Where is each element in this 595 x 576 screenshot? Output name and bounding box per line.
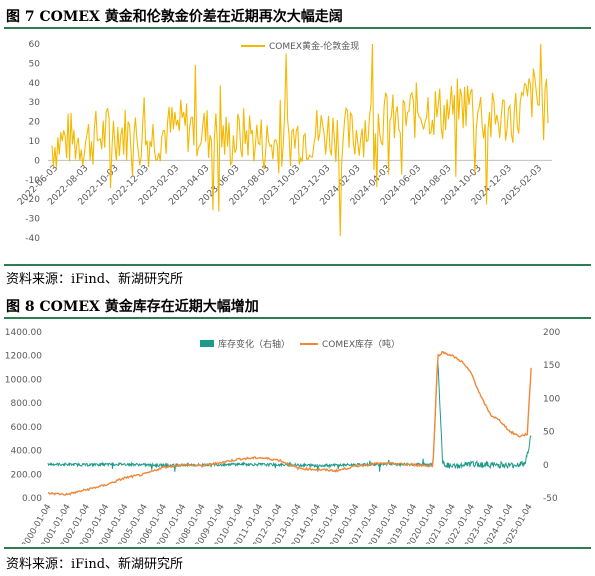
figure-8-title: 图 8 COMEX 黄金库存在近期大幅增加 [6,299,259,315]
legend-label: COMEX黄金-伦敦金现 [269,40,359,52]
spread-series-line [51,43,549,237]
legend-label: 库存变化（右轴） [218,338,290,350]
y-tick-label: -20 [25,195,40,205]
inventory-change-line [47,361,532,472]
y-left-tick-label: 200.00 [11,470,43,480]
y-tick-label: -30 [25,215,40,225]
y-tick-label: 0 [34,156,40,166]
spread-chart: -40-30-20-1001020304050602022-06-032022-… [16,40,552,244]
y-left-tick-label: 600.00 [11,423,43,433]
y-tick-label: 20 [29,118,41,128]
title-divider [4,317,591,319]
y-right-tick-label: 50 [543,428,555,438]
y-tick-label: -10 [25,176,40,186]
y-left-tick-label: 1400.00 [5,328,42,338]
y-tick-label: -40 [25,234,40,244]
figure-7-source: 资料来源：iFind、新湖研究所 [6,272,184,287]
y-left-tick-label: 0.00 [22,494,42,504]
y-right-tick-label: 0 [543,461,549,471]
legend: 库存变化（右轴） COMEX库存（吨） [200,338,400,350]
y-tick-label: 40 [29,79,41,89]
legend: COMEX黄金-伦敦金现 [241,40,359,52]
inventory-chart: 0.00 200.00 400.00 600.00 800.00 1000.00 1200.… [5,328,561,544]
y-right-tick-label: 150 [543,361,560,371]
legend-label: COMEX库存（吨） [322,338,400,350]
y-left-tick-label: 1000.00 [5,375,42,385]
y-left-tick-label: 400.00 [11,447,43,457]
y-left-tick-label: 800.00 [11,399,43,409]
figure-8-source: 资料来源：iFind、新湖研究所 [6,557,184,572]
comex-inventory-line [47,351,532,496]
y-tick-label: 30 [29,98,41,108]
y-tick-label: 50 [29,59,41,69]
figure-7-title: 图 7 COMEX 黄金和伦敦金价差在近期再次大幅走阔 [6,9,343,25]
legend-swatch-change [200,340,214,347]
y-right-tick-label: -50 [543,494,558,504]
y-right-tick-label: 200 [543,328,560,338]
y-right-tick-label: 100 [543,394,560,404]
y-tick-label: 10 [29,137,41,147]
chart-bottom-divider [4,547,591,549]
title-divider [4,27,591,29]
y-tick-label: 60 [29,40,41,50]
chart-bottom-divider [4,264,591,266]
y-left-tick-label: 1200.00 [5,352,42,362]
